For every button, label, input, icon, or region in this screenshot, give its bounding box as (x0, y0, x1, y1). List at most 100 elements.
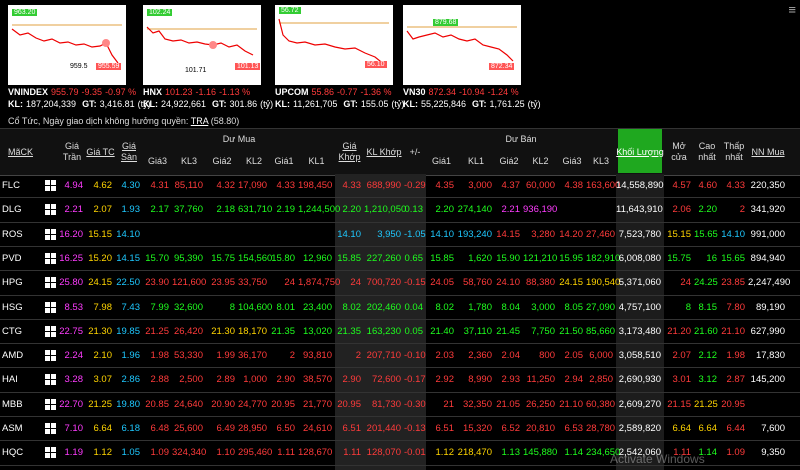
column-header[interactable]: Giá TC (86, 146, 115, 157)
stock-code[interactable]: ASM (2, 423, 23, 434)
sort-column-bg[interactable] (618, 129, 662, 173)
cell: 104,600 (238, 301, 273, 313)
cell: 3.12 (698, 374, 718, 386)
volume-band (616, 174, 664, 470)
cell: 6.18 (121, 423, 141, 434)
cell: 3,280 (531, 228, 555, 240)
stock-code[interactable]: PVD (2, 252, 22, 264)
cell: 0.13 (404, 204, 424, 216)
row-icon[interactable] (45, 180, 56, 191)
cell: 14.15 (116, 252, 140, 264)
cell: 2,360 (468, 350, 492, 362)
row-separator (0, 440, 800, 442)
row-icon[interactable] (45, 301, 56, 313)
cell: 220,350 (750, 180, 785, 191)
cell: 2.90 (342, 374, 362, 386)
row-icon[interactable] (45, 325, 56, 337)
sparkline (11, 24, 122, 64)
stock-code[interactable]: HSG (2, 301, 23, 313)
cell: 15,320 (462, 423, 492, 434)
column-header[interactable]: Khối Lượng (616, 146, 664, 157)
index-turnover: 1,761.25 (489, 99, 525, 109)
stock-code[interactable]: HPG (2, 277, 23, 289)
index-line: KL: 55,225,846 GT: 1,761.25 (tỷ) (403, 99, 541, 109)
index-name: VNINDEX (8, 87, 49, 97)
index-turnover: 301.86 (229, 99, 258, 109)
cell: 6.44 (726, 423, 746, 434)
cell: 8.02 (435, 301, 455, 313)
row-separator (0, 416, 800, 417)
chart-label: 959.5 (68, 63, 90, 70)
cell: 17,830 (755, 350, 785, 362)
cell: 24 (350, 277, 361, 289)
column-header[interactable]: KL Khớp (366, 146, 402, 157)
stock-code[interactable]: AMD (2, 350, 24, 362)
stock-code[interactable]: DLG (2, 204, 22, 216)
chart-label: 963.20 (12, 9, 38, 16)
cell: 2.86 (121, 374, 141, 386)
cell: 21.05 (496, 398, 520, 410)
cell: 14,558,890 (616, 180, 664, 191)
row-icon[interactable] (45, 447, 56, 459)
cell: 2,542,060 (618, 447, 661, 459)
chart-label: 56.72 (279, 7, 301, 14)
cell: 1.93 (121, 204, 141, 216)
index-kl-label: KL: (275, 99, 290, 109)
menu-icon[interactable]: ≡ (788, 2, 796, 17)
column-header[interactable]: NN Mua (751, 146, 785, 157)
stock-code[interactable]: CTG (2, 325, 23, 337)
cell: 21.45 (496, 325, 520, 337)
stock-code[interactable]: MBB (2, 398, 23, 410)
index-volume: 55,225,846 (421, 99, 467, 109)
stock-code[interactable]: HAI (2, 374, 18, 386)
row-icon[interactable] (45, 228, 56, 240)
cell: 6.51 (342, 423, 362, 434)
stock-code[interactable]: ROS (2, 228, 23, 240)
dividend-code[interactable]: TRA (190, 116, 209, 126)
cell: 16.20 (59, 228, 83, 240)
index-kl-label: KL: (8, 99, 23, 109)
column-header: Giá2 (499, 155, 519, 166)
cell: 3.28 (64, 374, 84, 386)
cell: 21.25 (88, 398, 112, 410)
cell: 15.75 (667, 252, 691, 264)
cell: 201,440 (366, 423, 401, 434)
row-separator (0, 245, 800, 247)
cell: 33,750 (238, 277, 268, 289)
cell: -0.29 (404, 180, 426, 191)
cell: 4,757,100 (618, 301, 661, 313)
column-header: KL2 (532, 155, 549, 166)
row-icon[interactable] (45, 252, 56, 264)
cell: 21.25 (694, 398, 718, 410)
index-name: UPCOM (275, 87, 309, 97)
cell: 85,110 (174, 180, 203, 191)
chart-label: 879.68 (433, 19, 459, 26)
cell: 15.65 (721, 252, 745, 264)
column-header: Giá Trần (62, 141, 82, 162)
cell: 2.20 (435, 204, 455, 216)
cell: 2.07 (93, 204, 113, 216)
cell: 7.43 (121, 301, 141, 313)
column-header[interactable]: Giá Sàn (120, 141, 137, 162)
stock-code[interactable]: FLC (2, 180, 20, 191)
row-icon[interactable] (45, 398, 56, 410)
cell: 27,460 (586, 228, 616, 240)
cell: 2.20 (698, 204, 718, 216)
cell: 7.99 (150, 301, 170, 313)
cell: -0.10 (404, 350, 426, 362)
cell: 14.10 (116, 228, 140, 240)
index-unit: (tỷ) (391, 99, 405, 109)
row-icon[interactable] (45, 423, 56, 434)
column-header[interactable]: MãCK (8, 146, 34, 157)
cell: 2.21 (64, 204, 84, 216)
row-icon[interactable] (45, 204, 56, 216)
column-header[interactable]: Giá Khớp (338, 141, 361, 162)
row-icon[interactable] (45, 350, 56, 362)
cell: 1,000 (243, 374, 267, 386)
row-icon[interactable] (45, 277, 56, 289)
index-gt-label: GT: (212, 99, 227, 109)
stock-code[interactable]: HQC (2, 447, 24, 459)
row-icon[interactable] (45, 374, 56, 386)
cell: 7.10 (64, 423, 84, 434)
cell: 81,730 (371, 398, 401, 410)
